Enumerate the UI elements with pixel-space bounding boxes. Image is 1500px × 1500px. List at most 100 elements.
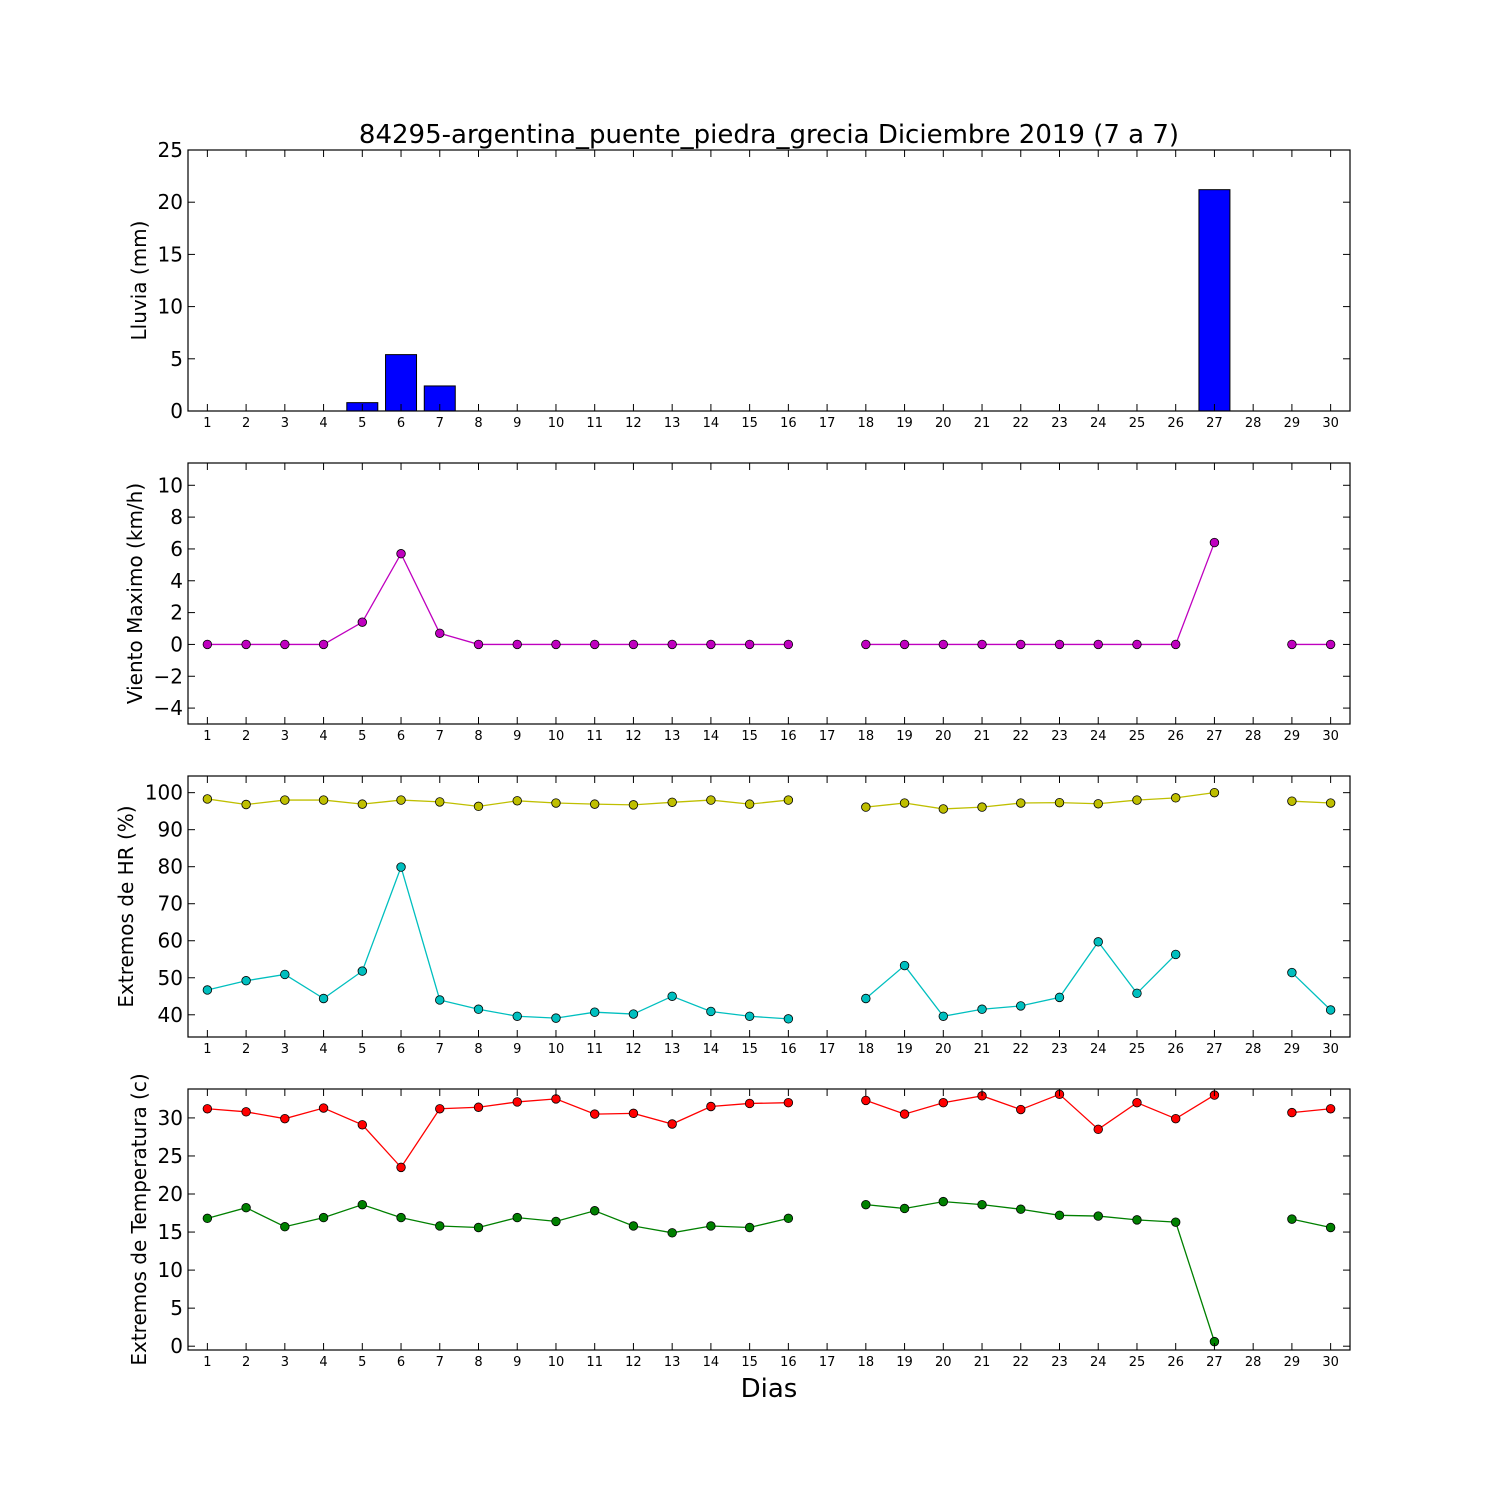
x-tick-label: 5 xyxy=(358,1355,366,1370)
x-tick-label: 23 xyxy=(1051,416,1068,431)
data-point xyxy=(1325,1104,1336,1114)
x-tick-label: 2 xyxy=(242,1042,250,1057)
data-point xyxy=(473,1004,484,1014)
data-point xyxy=(1016,1104,1026,1115)
data-point xyxy=(241,1203,251,1213)
x-tick-label: 17 xyxy=(819,416,836,431)
data-point xyxy=(938,804,949,814)
data-point xyxy=(706,1006,716,1017)
x-tick-label: 6 xyxy=(397,1042,405,1057)
x-tick-label: 6 xyxy=(397,729,405,744)
x-tick-label: 20 xyxy=(935,416,952,431)
y-tick-label: 15 xyxy=(158,1220,183,1244)
data-point xyxy=(241,639,251,650)
x-tick-label: 10 xyxy=(548,1355,565,1370)
x-tick-label: 17 xyxy=(819,729,836,744)
x-tick-label: 18 xyxy=(858,729,875,744)
y-tick-label: 30 xyxy=(158,1106,183,1130)
x-axis-label: Dias xyxy=(741,1374,798,1404)
x-tick-label: 6 xyxy=(397,1355,405,1370)
data-point xyxy=(744,799,755,809)
x-tick-label: 20 xyxy=(935,1042,952,1057)
x-tick-label: 29 xyxy=(1284,1042,1301,1057)
x-tick-label: 11 xyxy=(586,1355,603,1370)
x-tick-label: 12 xyxy=(625,416,642,431)
x-tick-label: 17 xyxy=(819,1042,836,1057)
x-tick-label: 16 xyxy=(780,416,797,431)
data-point xyxy=(512,1011,522,1021)
data-point xyxy=(473,639,484,650)
x-tick-label: 12 xyxy=(625,1042,642,1057)
data-point xyxy=(744,639,755,650)
x-tick-label: 24 xyxy=(1090,1355,1107,1370)
x-tick-label: 26 xyxy=(1167,1042,1184,1057)
data-point xyxy=(1132,988,1142,999)
series-line xyxy=(1291,1218,1331,1229)
x-tick-label: 18 xyxy=(858,1042,875,1057)
x-tick-label: 4 xyxy=(319,416,327,431)
axes-frame xyxy=(187,462,1351,725)
data-point xyxy=(551,1013,561,1023)
data-point xyxy=(783,795,794,805)
axes-frame xyxy=(187,149,1351,412)
data-point xyxy=(1287,1214,1297,1224)
data-point xyxy=(744,1098,755,1109)
axes-frame xyxy=(187,1088,1351,1351)
data-point xyxy=(1054,992,1065,1003)
x-tick-label: 15 xyxy=(741,416,758,431)
x-tick-label: 24 xyxy=(1090,729,1107,744)
data-point xyxy=(202,639,213,650)
plot-area xyxy=(346,189,1231,411)
data-point xyxy=(861,993,871,1004)
x-tick-label: 19 xyxy=(896,1042,913,1057)
x-tick-label: 12 xyxy=(625,729,642,744)
data-point xyxy=(1170,949,1181,960)
y-axis-label: Lluvia (mm) xyxy=(127,221,151,341)
data-point xyxy=(938,1097,949,1108)
x-tick-label: 19 xyxy=(896,1355,913,1370)
x-tick-label: 14 xyxy=(703,1355,720,1370)
data-point xyxy=(628,639,639,650)
data-point xyxy=(280,1222,290,1232)
plot-area xyxy=(202,787,1336,1024)
data-point xyxy=(1093,639,1103,650)
x-tick-label: 13 xyxy=(664,416,681,431)
data-point xyxy=(1287,639,1297,650)
x-tick-label: 5 xyxy=(358,1042,366,1057)
data-point xyxy=(435,797,445,807)
x-tick-label: 8 xyxy=(474,1355,482,1370)
x-tick-label: 6 xyxy=(397,416,405,431)
data-point xyxy=(318,639,329,650)
plot-area xyxy=(202,1089,1336,1347)
x-tick-label: 5 xyxy=(358,729,366,744)
x-tick-label: 26 xyxy=(1167,1355,1184,1370)
x-tick-label: 22 xyxy=(1012,1042,1029,1057)
x-tick-label: 14 xyxy=(703,729,720,744)
x-tick-label: 21 xyxy=(974,1355,991,1370)
x-tick-label: 11 xyxy=(586,416,603,431)
data-point xyxy=(512,1212,522,1223)
data-point xyxy=(318,1103,329,1113)
data-point xyxy=(396,549,406,559)
x-tick-label: 16 xyxy=(780,1042,797,1057)
x-tick-label: 10 xyxy=(548,416,565,431)
x-tick-label: 27 xyxy=(1206,1042,1223,1057)
series-line xyxy=(865,1200,1216,1342)
data-point xyxy=(1093,1124,1103,1135)
data-point xyxy=(473,1102,484,1112)
x-tick-label: 25 xyxy=(1129,729,1146,744)
x-tick-label: 7 xyxy=(436,1355,444,1370)
data-point xyxy=(590,799,600,809)
x-tick-label: 29 xyxy=(1284,1355,1301,1370)
data-point xyxy=(202,985,213,995)
data-point xyxy=(202,1104,213,1114)
x-tick-label: 2 xyxy=(242,416,250,431)
x-tick-label: 13 xyxy=(664,1042,681,1057)
x-tick-label: 24 xyxy=(1090,416,1107,431)
bar-day-6 xyxy=(385,354,418,411)
